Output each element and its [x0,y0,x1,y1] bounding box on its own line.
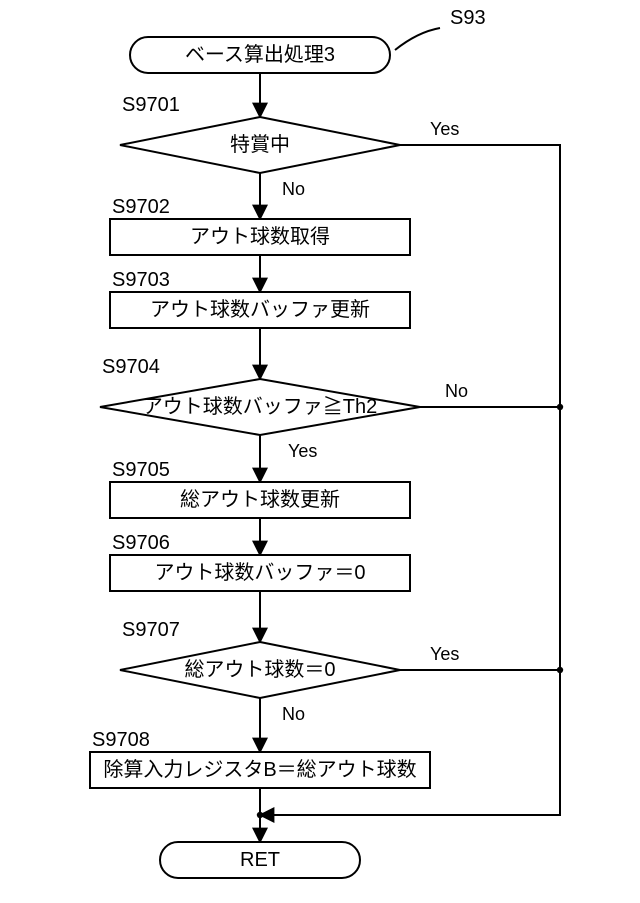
edge-label-11: Yes [430,644,459,664]
step-label-d2: S9704 [102,356,160,378]
callout-line [395,28,440,50]
callout-label: S93 [450,7,486,29]
node-text-p1: アウト球数取得 [190,225,330,248]
edges-layer: No Yes No Yes No Yes [257,73,563,842]
step-label-d1: S9701 [122,94,180,116]
step-label-p3: S9705 [112,459,170,481]
node-text-d2: アウト球数バッファ≧Th2 [143,395,377,418]
edge-label-10: No [445,381,468,401]
edge-label-1: No [282,179,305,199]
junction-2 [257,812,263,818]
node-text-d1: 特賞中 [230,133,290,156]
node-text-d3: 総アウト球数＝0 [184,658,335,681]
node-text-p5: 除算入力レジスタB＝総アウト球数 [103,758,416,781]
junction-1 [557,667,563,673]
junction-0 [557,404,563,410]
step-label-p4: S9706 [112,532,170,554]
edge-label-9: Yes [430,119,459,139]
node-text-start: ベース算出処理3 [185,43,335,66]
step-label-d3: S9707 [122,619,180,641]
node-text-p3: 総アウト球数更新 [180,488,340,511]
step-label-p2: S9703 [112,269,170,291]
node-text-p4: アウト球数バッファ＝0 [154,561,365,584]
edge-label-4: Yes [288,441,317,461]
edge-label-7: No [282,704,305,724]
callout-layer: S93 [395,7,486,50]
step-label-p5: S9708 [92,729,150,751]
step-label-p1: S9702 [112,196,170,218]
node-text-p2: アウト球数バッファ更新 [150,298,370,321]
node-text-ret: RET [240,849,280,871]
